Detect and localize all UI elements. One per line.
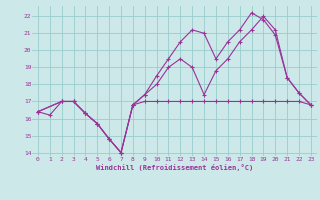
X-axis label: Windchill (Refroidissement éolien,°C): Windchill (Refroidissement éolien,°C) (96, 164, 253, 171)
